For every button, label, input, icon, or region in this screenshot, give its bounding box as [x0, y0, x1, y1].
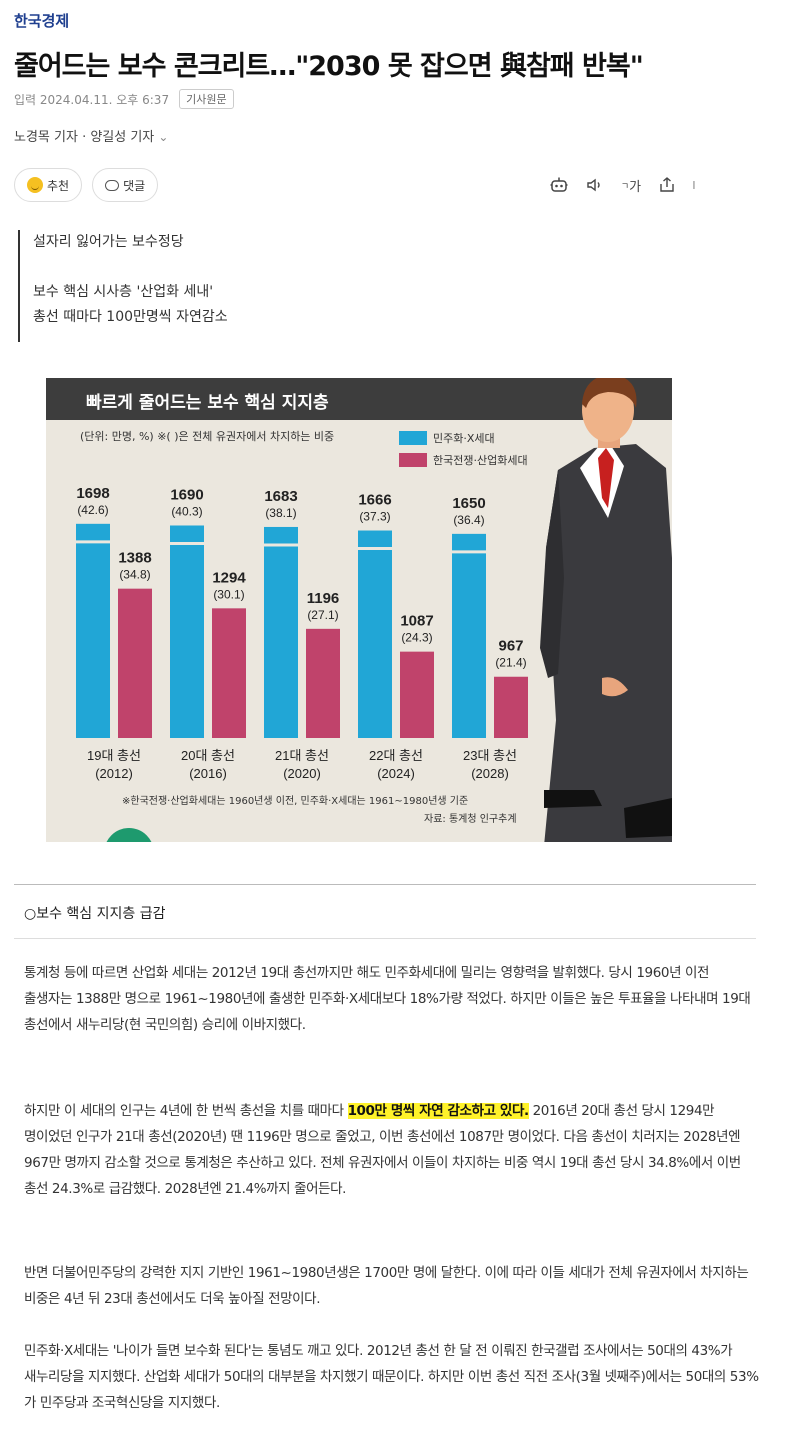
- section-title: ○보수 핵심 지지층 급감: [24, 906, 166, 922]
- paragraph-2-rest: 2016년 20대 총선 당시 1294만 명이었던 인구가 21대 총선(20…: [24, 1103, 741, 1197]
- legend-swatch-red: [399, 453, 427, 467]
- bar-democratization-0: [76, 523, 110, 738]
- value-label: 1666: [358, 492, 391, 509]
- category-year-label: (2012): [95, 766, 133, 781]
- legend-item-industrialization: 한국전쟁·산업화세대: [399, 449, 528, 471]
- robot-summary-button[interactable]: [548, 174, 570, 196]
- share-label: (40.3): [171, 504, 202, 518]
- category-year-label: (2024): [377, 766, 415, 781]
- input-date: 입력 2024.04.11. 오후 6:37: [14, 92, 170, 107]
- bar-industrialization-0: [118, 588, 152, 738]
- category-label: 19대 총선: [87, 748, 141, 763]
- value-label: 1650: [452, 495, 485, 512]
- bar-democratization-2: [264, 526, 298, 738]
- listen-button[interactable]: [584, 174, 606, 196]
- paragraph-2-start: 하지만 이 세대의 인구는 4년에 한 번씩 총선을 치를 때마다: [24, 1103, 348, 1119]
- value-label: 1690: [170, 486, 203, 503]
- chart-footnote: ※한국전쟁·산업화세대는 1960년생 이전, 민주화·X세대는 1961~19…: [122, 796, 469, 807]
- comment-label: 댓글: [123, 178, 146, 193]
- value-label: 967: [498, 638, 523, 655]
- subhead-3: 총선 때마다 100만명씩 자연감소: [33, 309, 228, 325]
- legend-swatch-blue: [399, 431, 427, 445]
- share-label: (37.3): [359, 510, 390, 524]
- legend-item-democratization: 민주화·X세대: [399, 427, 528, 449]
- subhead-1: 설자리 잃어가는 보수정당: [33, 234, 184, 250]
- green-badge: [104, 828, 154, 842]
- category-year-label: (2028): [471, 766, 509, 781]
- value-label: 1087: [400, 613, 433, 630]
- recommend-button[interactable]: 추천: [14, 168, 83, 202]
- article-headline: 줄어드는 보수 콘크리트…"2030 못 잡으면 與참패 반복": [14, 51, 644, 82]
- comment-button[interactable]: 댓글: [92, 168, 159, 202]
- paragraph-3: 반면 더불어민주당의 강력한 지지 기반인 1961~1980년생은 1700만…: [24, 1265, 749, 1307]
- reporter-names: 노경목 기자 · 양길성 기자: [14, 130, 155, 145]
- speaker-icon: [587, 178, 600, 192]
- share-label: (30.1): [213, 587, 244, 601]
- bar-industrialization-4: [494, 676, 528, 738]
- smile-icon: [27, 177, 43, 193]
- article-meta: 입력 2024.04.11. 오후 6:37 기사원문: [14, 89, 234, 109]
- share-label: (27.1): [307, 608, 338, 622]
- share-label: (34.8): [119, 568, 150, 582]
- chart-unit-note: (단위: 만명, %) ※( )은 전체 유권자에서 차지하는 비중: [80, 430, 335, 443]
- chart-source: 자료: 통계청 인구추계: [424, 814, 517, 825]
- businessman-illustration: [540, 378, 672, 842]
- font-size-icon: ㄱ: [620, 181, 630, 192]
- bar-democratization-3: [358, 530, 392, 738]
- robot-icon: [550, 177, 568, 192]
- recommend-label: 추천: [47, 178, 70, 193]
- more-divider: ı: [692, 177, 696, 193]
- share-label: (38.1): [265, 506, 296, 520]
- value-label: 1698: [76, 485, 109, 502]
- press-name[interactable]: 한국경제: [14, 12, 70, 30]
- legend-label-industrialization: 한국전쟁·산업화세대: [433, 454, 528, 467]
- value-label: 1196: [307, 590, 340, 607]
- subhead-2: 보수 핵심 시사층 '산업화 세내': [33, 284, 214, 300]
- category-label: 21대 총선: [275, 748, 329, 763]
- original-article-button[interactable]: 기사원문: [179, 89, 234, 109]
- category-year-label: (2016): [189, 766, 227, 781]
- share-button[interactable]: [656, 174, 678, 196]
- infographic-chart: 빠르게 줄어드는 보수 핵심 지지층 (단위: 만명, %) ※( )은 전체 …: [46, 378, 672, 842]
- chart-title-bar: [46, 378, 672, 420]
- bar-industrialization-1: [212, 608, 246, 738]
- chart-title: 빠르게 줄어드는 보수 핵심 지지층: [86, 393, 329, 413]
- share-label: (24.3): [401, 631, 432, 645]
- bar-democratization-1: [170, 525, 204, 738]
- share-label: (42.6): [77, 503, 108, 517]
- share-label: (36.4): [453, 513, 484, 527]
- category-year-label: (2020): [283, 766, 321, 781]
- section-divider: [14, 884, 756, 885]
- share-icon: [660, 177, 674, 192]
- value-label: 1388: [118, 550, 151, 567]
- category-label: 23대 총선: [463, 748, 517, 763]
- chart-legend: 민주화·X세대 한국전쟁·산업화세대: [399, 427, 528, 471]
- speech-bubble-icon: [105, 179, 120, 191]
- section-divider-thin: [14, 938, 756, 939]
- value-label: 1294: [212, 569, 246, 586]
- chevron-down-icon: ⌄: [158, 130, 169, 144]
- paragraph-4: 민주화·X세대는 '나이가 들면 보수화 된다'는 통념도 깨고 있다. 201…: [24, 1343, 759, 1411]
- bar-industrialization-3: [400, 651, 434, 738]
- chart-plot: 1698(42.6) 1388(34.8) 19대 총선 (2012) 1690(40.…: [76, 378, 672, 842]
- bar-industrialization-2: [306, 628, 340, 738]
- share-label: (21.4): [495, 656, 526, 670]
- reporter-byline[interactable]: 노경목 기자 · 양길성 기자 ⌄: [14, 126, 168, 145]
- reaction-bar: 추천 댓글: [14, 168, 159, 202]
- bar-democratization-4: [452, 533, 486, 738]
- category-label: 20대 총선: [181, 748, 235, 763]
- paragraph-2: 하지만 이 세대의 인구는 4년에 한 번씩 총선을 치를 때마다 100만 명…: [24, 1098, 760, 1202]
- paragraph-1: 통계청 등에 따르면 산업화 세대는 2012년 19대 총선까지만 해도 민주…: [24, 965, 751, 1033]
- category-label: 22대 총선: [369, 748, 423, 763]
- font-size-label: 가: [629, 179, 642, 195]
- legend-label-democratization: 민주화·X세대: [433, 432, 495, 445]
- value-label: 1683: [264, 488, 297, 505]
- highlight-text: 100만 명씩 자연 감소하고 있다.: [347, 1103, 529, 1119]
- article-subheads: 설자리 잃어가는 보수정당 보수 핵심 시사층 '산업화 세내' 총선 때마다 …: [18, 230, 228, 342]
